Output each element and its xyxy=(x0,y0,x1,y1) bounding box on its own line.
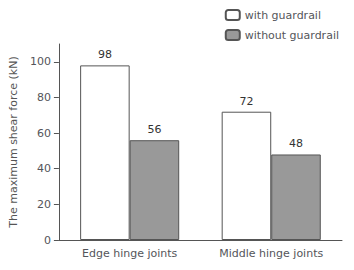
svg-text:Middle hinge joints: Middle hinge joints xyxy=(219,247,323,260)
svg-text:98: 98 xyxy=(98,48,112,61)
svg-text:Edge hinge joints: Edge hinge joints xyxy=(82,247,178,260)
svg-text:100: 100 xyxy=(30,55,51,68)
svg-text:20: 20 xyxy=(37,198,51,211)
svg-text:0: 0 xyxy=(44,234,51,247)
svg-text:60: 60 xyxy=(37,127,51,140)
svg-text:48: 48 xyxy=(289,137,303,150)
svg-text:40: 40 xyxy=(37,162,51,175)
svg-text:72: 72 xyxy=(239,95,253,108)
svg-text:The maximum shear force (kN): The maximum shear force (kN) xyxy=(7,56,20,228)
svg-text:56: 56 xyxy=(147,123,161,136)
svg-text:without guardrail: without guardrail xyxy=(245,29,339,42)
svg-text:with guardrail: with guardrail xyxy=(245,9,321,22)
svg-text:80: 80 xyxy=(37,91,51,104)
